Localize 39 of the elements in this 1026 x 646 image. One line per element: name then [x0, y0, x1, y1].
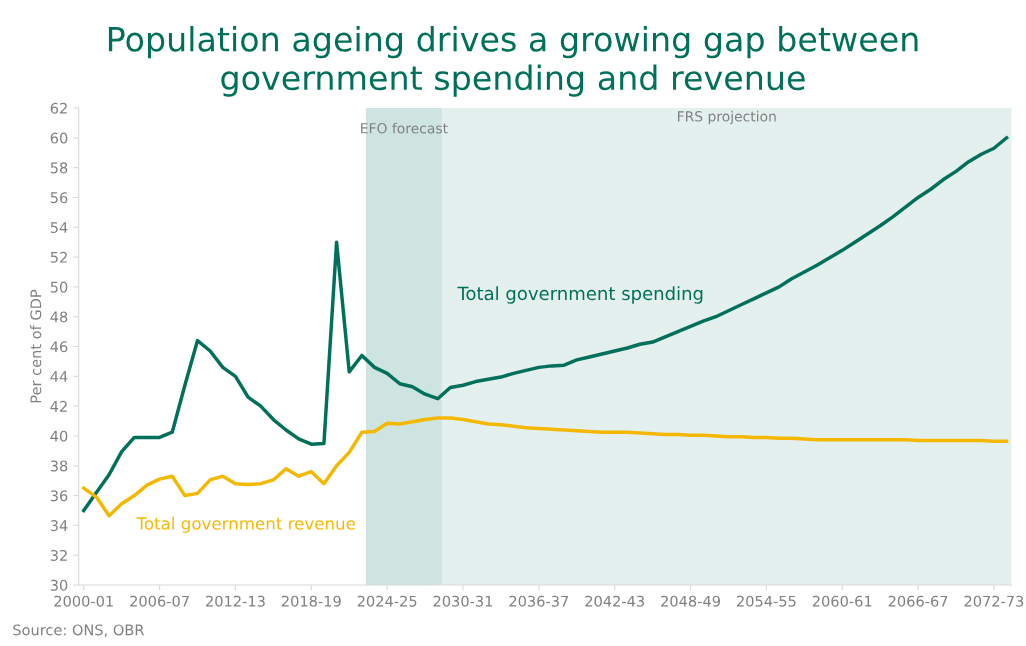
x-tick-label: 2066-67 — [888, 595, 948, 607]
y-tick-label: 30 — [50, 579, 68, 591]
y-tick-label: 38 — [50, 460, 68, 472]
y-tick-label: 56 — [50, 192, 68, 204]
x-tick-label: 2042-43 — [585, 595, 644, 607]
series-label: Total government revenue — [136, 516, 355, 533]
x-tick-label: 2018-19 — [281, 595, 341, 607]
x-tick-label: 2054-55 — [736, 595, 796, 607]
y-tick-label: 46 — [50, 341, 68, 353]
annotation: EFO forecast — [361, 122, 448, 134]
x-tick-label: 2072-73 — [964, 595, 1024, 607]
y-tick-label: 62 — [50, 102, 67, 114]
y-tick-label: 48 — [50, 311, 68, 323]
x-tick-label: 2036-37 — [509, 595, 569, 607]
x-tick-label: 2030-31 — [433, 595, 493, 607]
y-tick-label: 44 — [50, 371, 68, 382]
series-label: Total government spending — [457, 286, 703, 304]
y-tick-label: 34 — [50, 520, 68, 532]
x-tick-label: 2024-25 — [357, 595, 417, 607]
y-tick-label: 50 — [50, 281, 68, 293]
y-tick-label: 60 — [50, 132, 68, 144]
line-series — [82, 136, 1009, 513]
x-tick-label: 2012-13 — [206, 595, 265, 607]
x-tick-label: 2060-61 — [812, 595, 872, 607]
y-axis-title: Per cent of GDP — [30, 289, 42, 403]
x-tick-label: 2006-07 — [130, 595, 189, 607]
chart-title: Population ageing drives a growing gap between government spending and revenue — [108, 25, 918, 97]
y-tick-label: 58 — [50, 162, 68, 174]
x-tick-label: 2048-49 — [661, 595, 720, 607]
y-tick-label: 54 — [50, 222, 68, 234]
y-tick-label: 42 — [50, 400, 67, 412]
source-note: Source: ONS, OBR — [13, 624, 145, 637]
y-tick-label: 40 — [50, 430, 68, 442]
y-tick-label: 36 — [50, 490, 68, 502]
line-series — [82, 416, 1009, 518]
x-tick-label: 2000-01 — [54, 595, 113, 607]
annotation: FRS projection — [678, 110, 776, 125]
y-tick-label: 32 — [50, 549, 67, 561]
y-tick-label: 52 — [50, 251, 67, 263]
